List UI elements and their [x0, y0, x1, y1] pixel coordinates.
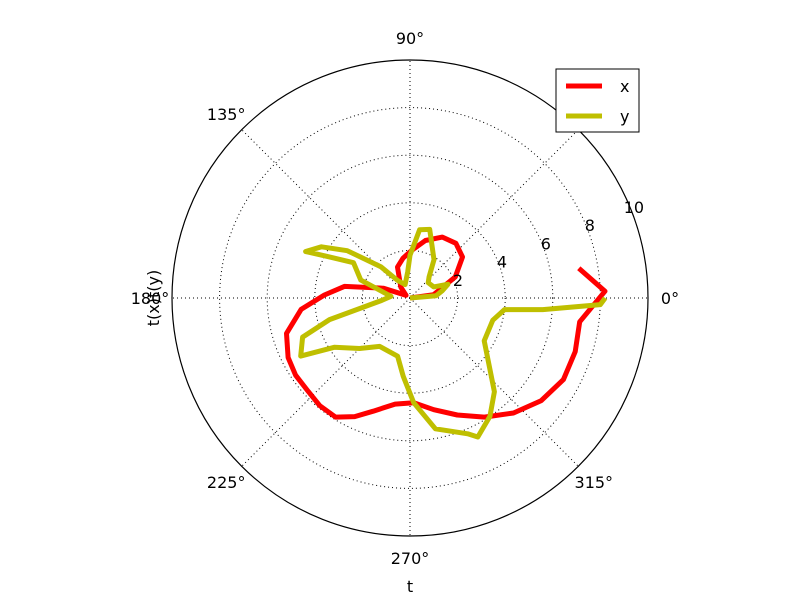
legend: x y	[555, 68, 640, 133]
angle-tick-label: 180°	[131, 289, 170, 308]
series-group	[284, 226, 608, 440]
angle-tick-label: 90°	[396, 29, 424, 48]
y-axis-label: t(x)t(y)	[144, 270, 163, 326]
radial-tick-label: 8	[585, 216, 595, 235]
radial-tick-label: 10	[624, 198, 644, 217]
radial-tick-labels: 2 4 6 8 10	[453, 198, 644, 290]
radial-gridline	[266, 154, 554, 442]
angle-tick-label: 135°	[207, 105, 246, 124]
angle-tick-labels: 0° 90° 135° 180° 225° 270° 315°	[131, 29, 679, 568]
radial-gridline	[361, 249, 459, 347]
legend-label-y: y	[620, 107, 629, 126]
radial-tick-label: 4	[497, 253, 507, 272]
legend-label-x: x	[620, 77, 629, 96]
angle-tick-label: 270°	[391, 549, 430, 568]
series-line-y	[298, 226, 608, 440]
angle-tick-label: 315°	[575, 473, 614, 492]
radial-tick-label: 2	[453, 271, 463, 290]
angle-tick-label: 0°	[661, 289, 679, 308]
radial-tick-label: 6	[541, 234, 551, 253]
angle-tick-label: 225°	[207, 473, 246, 492]
series-line-x	[284, 234, 608, 420]
radial-gridline	[314, 202, 506, 394]
x-axis-label: t	[407, 577, 413, 596]
legend-frame	[555, 68, 640, 133]
